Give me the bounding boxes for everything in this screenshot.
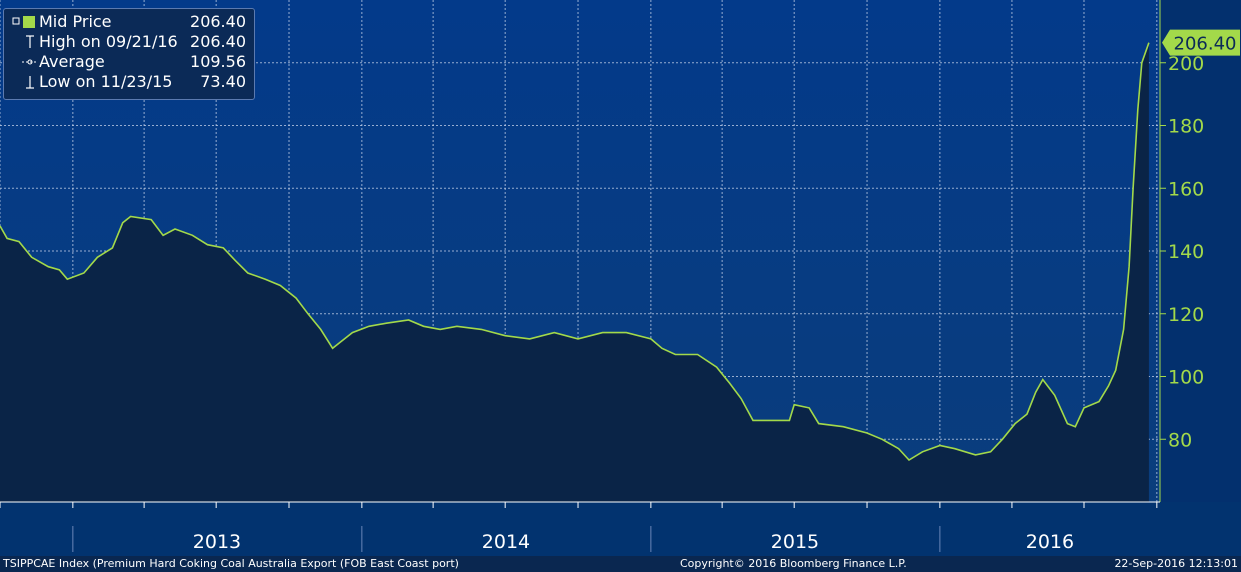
legend-value-mid-price: 206.40 — [190, 12, 246, 31]
x-axis: 2013 2014 2015 2016 — [0, 502, 1158, 553]
y-tick-label: 100 — [1168, 367, 1204, 389]
y-tick-label: 80 — [1168, 429, 1192, 451]
legend-value-low: 73.40 — [200, 72, 246, 91]
legend-item-average: Average 109.56 — [4, 52, 252, 72]
year-label: 2013 — [193, 531, 241, 553]
y-tick-label: 160 — [1168, 178, 1204, 200]
footer: TSIPPCAE Index (Premium Hard Coking Coal… — [0, 556, 1241, 572]
average-marker-icon — [22, 59, 38, 65]
legend: Mid Price 206.40 High on 09/21/16 206.40… — [3, 8, 255, 100]
y-tick-label: 200 — [1168, 53, 1204, 75]
price-chart: 80 100 120 140 160 180 200 2013 2014 2015 2016 20… — [0, 0, 1241, 556]
legend-label-mid-price: Mid Price — [39, 12, 112, 31]
footer-copyright: Copyright© 2016 Bloomberg Finance L.P. — [680, 557, 907, 570]
year-label: 2016 — [1026, 531, 1074, 553]
legend-label-low: Low on 11/23/15 — [39, 72, 173, 91]
y-axis: 80 100 120 140 160 180 200 — [1160, 53, 1204, 451]
y-tick-label: 120 — [1168, 304, 1204, 326]
low-marker-icon — [26, 76, 34, 89]
price-area — [0, 42, 1149, 502]
right-axis-panel — [1160, 0, 1241, 502]
y-tick-label: 140 — [1168, 241, 1204, 263]
y-tick-label: 180 — [1168, 116, 1204, 138]
mid-price-swatch-icon — [12, 16, 35, 28]
last-value-label: 206.40 — [1174, 34, 1237, 55]
price-line — [0, 42, 1150, 462]
footer-timestamp: 22-Sep-2016 12:13:01 — [1114, 557, 1238, 570]
year-label: 2014 — [482, 531, 530, 553]
legend-item-mid-price: Mid Price 206.40 — [4, 12, 252, 32]
x-axis-band — [0, 502, 1241, 556]
last-value-tag: 206.40 — [1162, 29, 1240, 56]
legend-value-high: 206.40 — [190, 32, 246, 51]
legend-label-high: High on 09/21/16 — [39, 32, 178, 51]
year-label: 2015 — [771, 531, 819, 553]
legend-item-low: Low on 11/23/15 73.40 — [4, 72, 252, 92]
legend-label-average: Average — [39, 52, 105, 71]
high-marker-icon — [26, 35, 34, 48]
footer-index-description: TSIPPCAE Index (Premium Hard Coking Coal… — [3, 557, 459, 570]
legend-item-high: High on 09/21/16 206.40 — [4, 32, 252, 52]
legend-value-average: 109.56 — [190, 52, 246, 71]
